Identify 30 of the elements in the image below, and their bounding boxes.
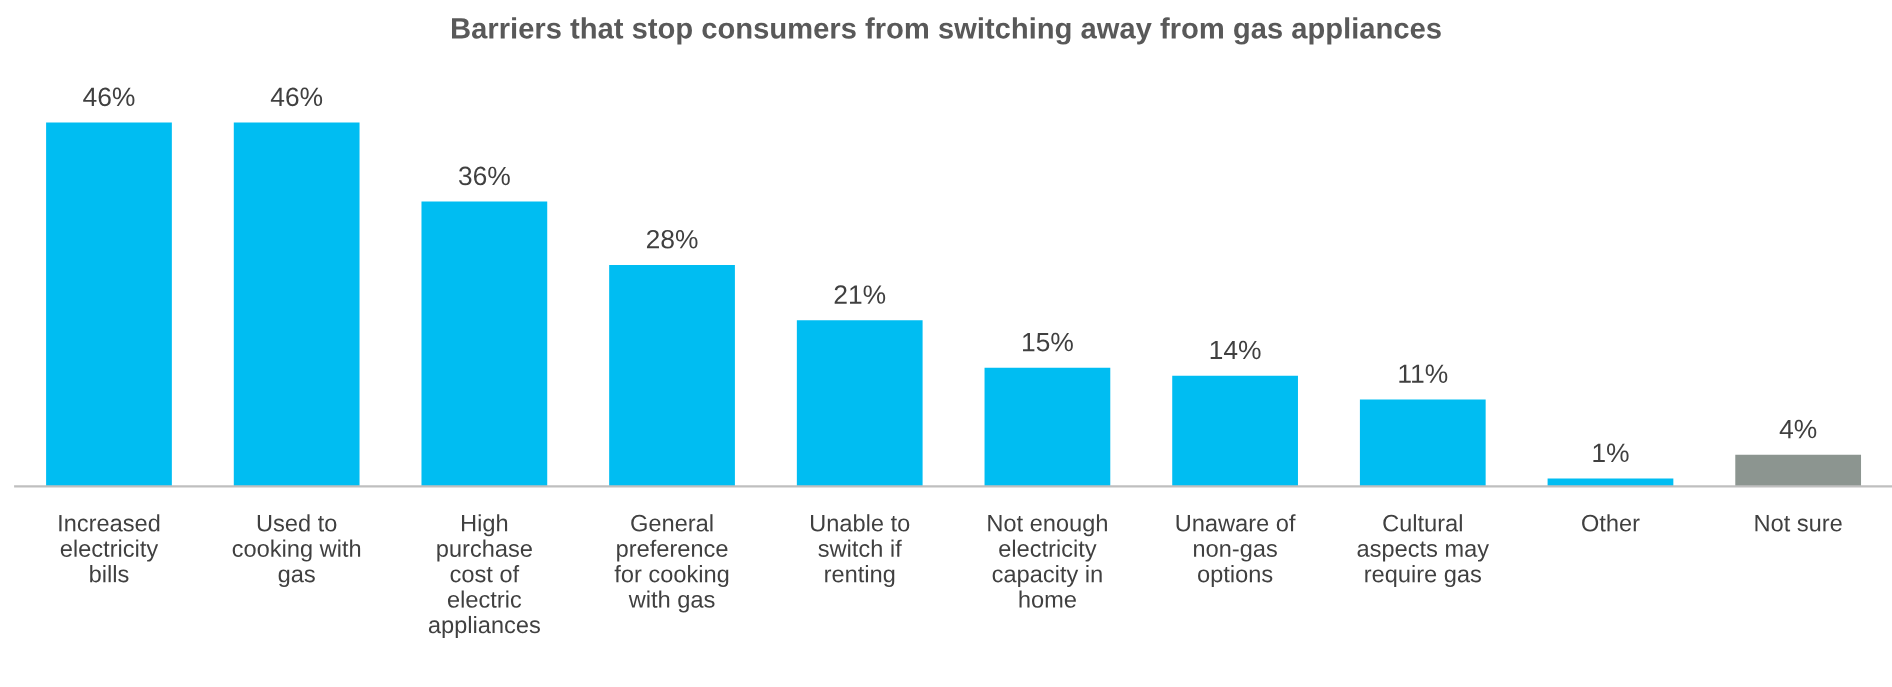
x-tick-label: Used to cooking with gas	[232, 514, 361, 588]
data-label: 1%	[1593, 443, 1629, 463]
bar	[1735, 454, 1862, 487]
x-tick-label: High purchase cost of electric appliances	[428, 514, 540, 638]
chart-title: Barriers that stop consumers from switching away from gas appliances	[452, 17, 1441, 45]
bar	[233, 122, 360, 487]
data-label: 21%	[834, 285, 886, 304]
x-tick-label: Increased electricity bills	[59, 514, 160, 583]
data-label: 15%	[1023, 332, 1073, 352]
x-tick-label: Unaware of non-gas options	[1176, 514, 1296, 588]
bar	[796, 320, 923, 487]
data-label: 46%	[270, 87, 323, 107]
x-tick-label: Cultural aspects may require gas	[1357, 514, 1490, 588]
bar	[1172, 375, 1298, 487]
data-label: 14%	[1210, 340, 1261, 360]
data-label: 28%	[646, 229, 698, 249]
data-label: 4%	[1779, 419, 1817, 439]
x-tick-label: General preference for cooking with gas	[614, 514, 729, 613]
data-label: 11%	[1399, 364, 1448, 383]
data-label: 36%	[458, 166, 510, 186]
x-tick-label: Not enough electricity capacity in home	[988, 514, 1107, 608]
x-tick-label: Other	[1582, 514, 1640, 532]
data-label: 46%	[83, 87, 135, 107]
bar	[609, 264, 735, 487]
bar	[984, 367, 1111, 487]
x-tick-label: Unable to switch if renting	[811, 514, 910, 588]
bar	[46, 122, 172, 487]
x-tick-label: Not sure	[1755, 515, 1842, 532]
bar	[1359, 399, 1486, 487]
bar	[421, 201, 548, 487]
